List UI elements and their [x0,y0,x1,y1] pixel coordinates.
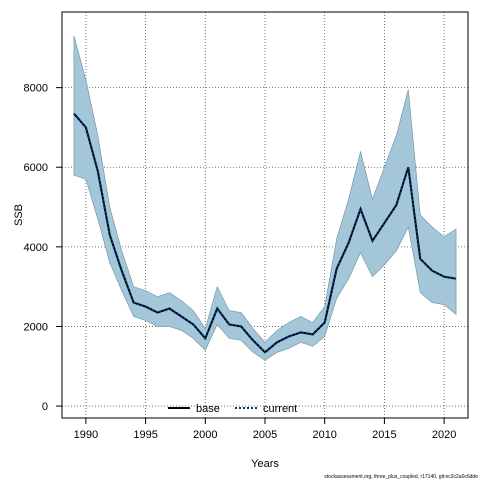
x-tick-label: 2020 [432,429,456,441]
series-lines [73,112,457,354]
x-tick-label: 2000 [193,429,217,441]
y-tick-label: 0 [42,401,48,413]
y-tick-label: 6000 [24,162,48,174]
x-tick-label: 1995 [133,429,157,441]
y-tick-label: 4000 [24,242,48,254]
confidence-band [73,35,457,361]
y-axis-title: SSB [13,204,25,226]
legend-label-current: current [263,403,297,415]
x-tick-label: 2015 [372,429,396,441]
series-line-current [73,112,457,354]
x-axis-title: Years [251,458,279,470]
legend: base current [168,403,297,415]
legend-label-base: base [196,403,220,415]
x-tick-label: 2005 [253,429,277,441]
x-tick-label: 2010 [312,429,336,441]
x-axis-ticks: 1990 1995 2000 2005 2010 2015 2020 [74,418,456,441]
x-tick-label: 1990 [74,429,98,441]
y-tick-label: 8000 [24,83,48,95]
y-tick-label: 2000 [24,321,48,333]
footnote: stockassessment.org, three_plus_coupled,… [324,474,478,480]
y-axis-ticks: 0 2000 4000 6000 8000 [24,83,62,413]
